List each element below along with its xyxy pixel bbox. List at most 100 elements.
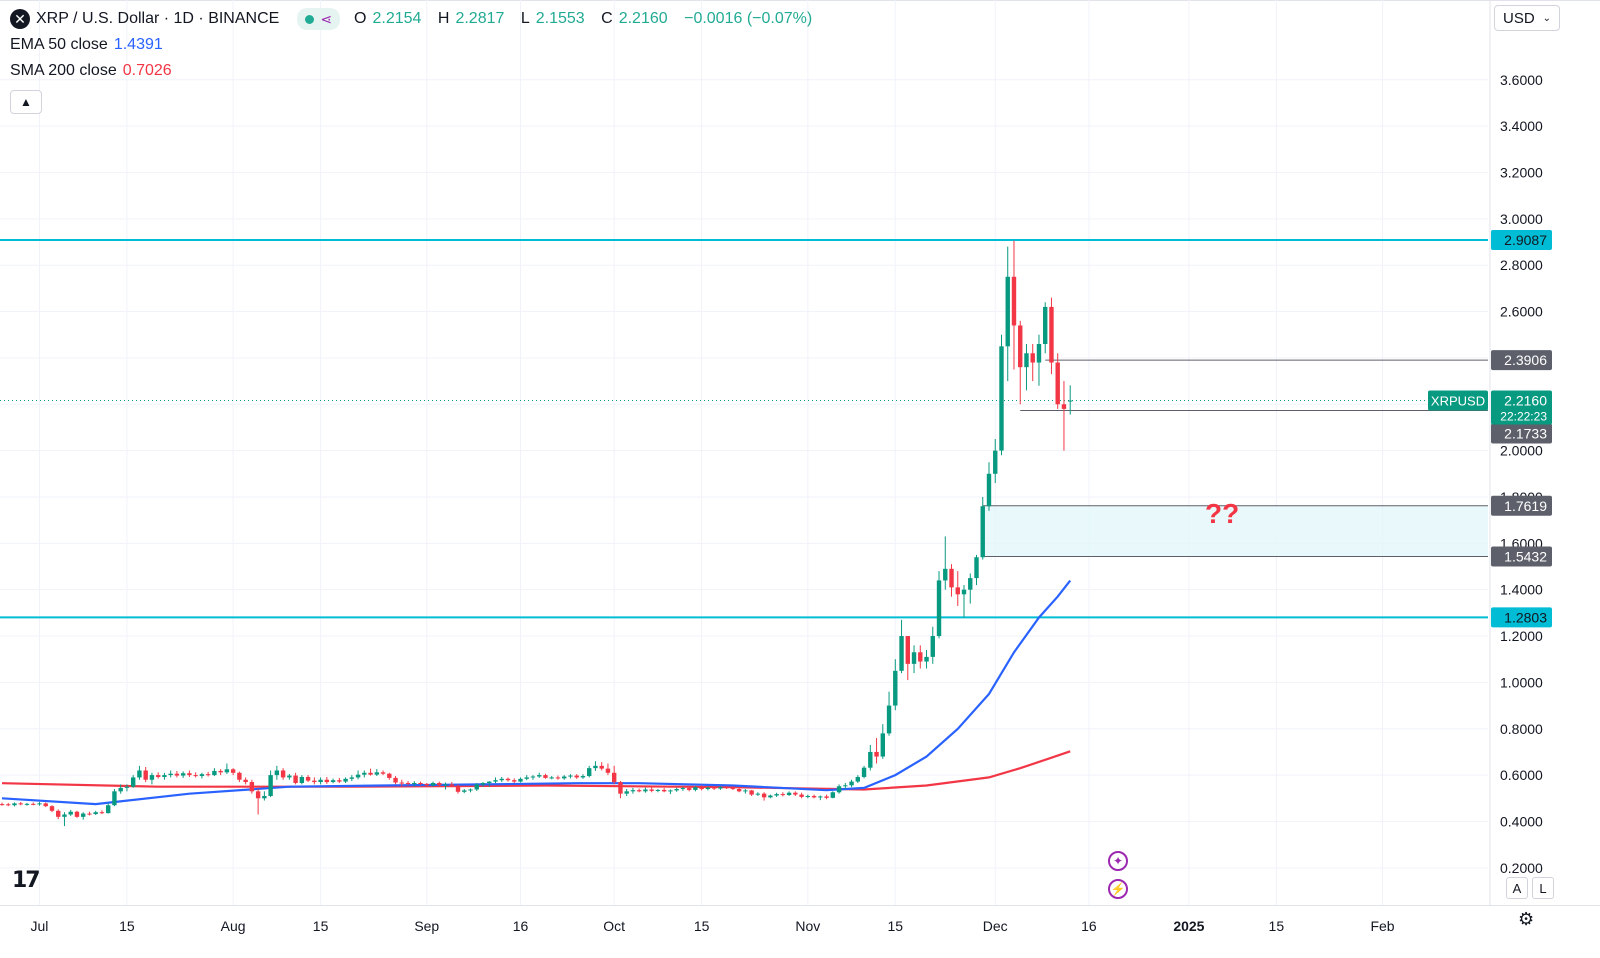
price-tick-label: 1.4000 <box>1500 582 1543 598</box>
price-tick-label: 0.2000 <box>1500 860 1543 876</box>
time-tick-label: Oct <box>603 918 625 934</box>
candle <box>512 778 517 783</box>
candle <box>761 792 767 801</box>
candle-body <box>512 780 517 782</box>
candle <box>580 774 586 779</box>
last-price-tag: 2.2160 <box>1504 393 1547 409</box>
candle <box>293 772 298 785</box>
candle-body <box>911 652 917 664</box>
candle <box>74 810 80 818</box>
candle-body <box>212 770 217 776</box>
candle <box>274 765 280 780</box>
candle <box>93 810 98 815</box>
high-label: H <box>437 10 450 27</box>
auto-scale-button[interactable]: A <box>1506 877 1528 899</box>
candle <box>412 781 417 787</box>
candle <box>518 777 523 783</box>
candle-body <box>743 790 748 792</box>
candle-body <box>705 787 711 790</box>
candle <box>1036 334 1042 386</box>
candle <box>524 775 529 781</box>
candle-body <box>499 778 504 781</box>
time-tick-label: 2025 <box>1173 918 1204 934</box>
candle <box>811 794 817 799</box>
ema-legend-row[interactable]: EMA 50 close 1.4391 <box>10 32 818 58</box>
chart-legend: ✕ XRP / U.S. Dollar · 1D · BINANCE ⋖ O 2.… <box>10 6 818 114</box>
candle-body <box>580 776 586 778</box>
candle-body <box>593 765 598 769</box>
candle-body <box>118 787 123 792</box>
candle-body <box>318 779 323 783</box>
candle-body <box>668 790 673 792</box>
candle-body <box>874 751 879 757</box>
candle <box>12 802 17 807</box>
time-tick-label: Feb <box>1370 918 1394 934</box>
time-tick-label: 16 <box>1081 918 1097 934</box>
symbol-title[interactable]: XRP / U.S. Dollar · 1D · BINANCE <box>36 10 280 27</box>
candle-body <box>993 450 998 474</box>
candle-body <box>587 768 592 777</box>
price-tick-label: 2.0000 <box>1500 443 1543 459</box>
candle-body <box>730 788 736 790</box>
candle-body <box>168 773 173 776</box>
candle-body <box>830 792 836 798</box>
candle-body <box>824 796 829 798</box>
candle-body <box>999 346 1004 451</box>
candle-body <box>205 774 211 776</box>
candle-body <box>230 769 236 773</box>
gray-level-tag-bg <box>1491 350 1552 371</box>
log-scale-button[interactable]: L <box>1532 877 1554 899</box>
event-star-icon[interactable]: ✦ <box>1108 851 1128 871</box>
collapse-legend-button[interactable]: ▲ <box>10 90 42 114</box>
candle <box>1068 385 1073 415</box>
candle <box>462 789 467 794</box>
candle <box>455 784 461 794</box>
close-label: C <box>601 10 613 27</box>
candle <box>149 772 155 785</box>
settings-gear-icon[interactable]: ⚙ <box>1518 909 1535 929</box>
candle <box>793 791 798 796</box>
time-axis[interactable]: Jul 15 Aug 15 Sep 16 Oct 15 Nov 15 Dec 16 2025 15 Feb <box>31 918 1395 934</box>
candle-body <box>855 776 861 782</box>
candlestick-series <box>0 240 1073 827</box>
price-axis[interactable]: 0.2000 0.4000 0.6000 0.8000 1.0000 1.2000 1.40… <box>1500 72 1543 876</box>
candle-body <box>849 781 854 786</box>
candle <box>618 780 623 799</box>
candle <box>205 771 211 777</box>
candle <box>249 779 255 794</box>
candle-body <box>462 790 467 792</box>
candle <box>280 768 286 780</box>
candle-body <box>112 791 117 806</box>
event-lightning-icon[interactable]: ⚡ <box>1108 879 1128 899</box>
candle-body <box>455 785 461 792</box>
candle-body <box>562 776 567 779</box>
candle-body <box>1011 276 1017 326</box>
close-value: 2.2160 <box>618 10 668 27</box>
candle <box>599 762 604 771</box>
candle <box>605 763 611 776</box>
open-label: O <box>354 10 367 27</box>
candle <box>493 777 498 783</box>
candle-body <box>686 788 692 790</box>
candle-body <box>1055 362 1060 405</box>
candle <box>768 794 773 799</box>
candle <box>474 782 479 791</box>
candle-body <box>430 782 436 786</box>
level-tag-bg <box>1491 229 1552 250</box>
candle <box>1005 246 1010 382</box>
sma-legend-row[interactable]: SMA 200 close 0.7026 <box>10 58 818 84</box>
price-tick-label: 0.4000 <box>1500 813 1543 829</box>
candle-body <box>905 636 910 664</box>
candle <box>255 789 261 815</box>
market-status-pill[interactable]: ⋖ <box>297 8 341 30</box>
currency-select[interactable]: USD ⌄ <box>1494 5 1560 31</box>
tradingview-logo[interactable]: 17 <box>12 868 41 893</box>
candle-body <box>293 775 298 783</box>
zone-top-tag-bg <box>1491 495 1552 516</box>
candle-body <box>537 775 542 777</box>
candle <box>318 777 323 785</box>
candle-body <box>468 789 473 791</box>
candle-body <box>568 775 573 777</box>
candle-body <box>793 792 798 795</box>
